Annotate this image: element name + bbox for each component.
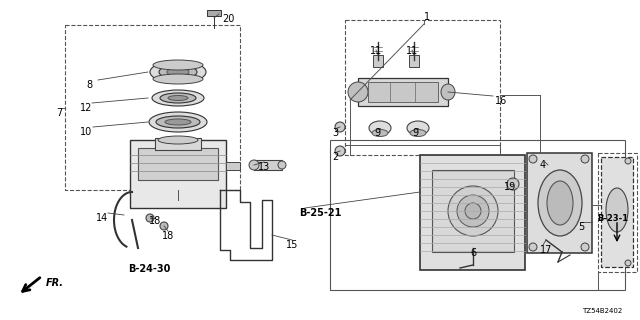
Text: 12: 12 (80, 103, 92, 113)
Ellipse shape (348, 82, 368, 102)
Text: B-23-1: B-23-1 (597, 214, 628, 223)
Text: B-25-21: B-25-21 (299, 208, 341, 218)
Text: 6: 6 (470, 248, 476, 258)
Bar (207, 10, 221, 16)
Text: 7: 7 (56, 108, 62, 118)
Ellipse shape (441, 84, 455, 100)
Bar (330, 140, 625, 290)
Text: B-24-30: B-24-30 (128, 264, 170, 274)
Circle shape (625, 260, 631, 266)
Ellipse shape (167, 68, 189, 76)
Circle shape (581, 155, 589, 163)
Text: 15: 15 (286, 240, 298, 250)
Text: 18: 18 (162, 231, 174, 241)
Ellipse shape (160, 93, 196, 103)
Ellipse shape (152, 90, 204, 106)
Circle shape (335, 122, 345, 132)
Text: 2: 2 (332, 152, 339, 162)
Ellipse shape (407, 121, 429, 135)
Text: 16: 16 (495, 96, 508, 106)
Ellipse shape (547, 181, 573, 225)
Circle shape (335, 146, 345, 156)
Bar (527, 153, 592, 253)
Ellipse shape (165, 119, 191, 125)
Circle shape (529, 243, 537, 251)
Bar (65, 25, 240, 190)
Bar (226, 162, 240, 170)
Circle shape (529, 155, 537, 163)
Ellipse shape (153, 74, 203, 84)
Ellipse shape (249, 160, 259, 170)
Bar (368, 82, 438, 102)
Ellipse shape (278, 161, 286, 169)
Ellipse shape (457, 195, 489, 227)
Text: 4: 4 (540, 160, 546, 170)
Bar (130, 140, 226, 208)
Bar (601, 157, 633, 267)
Ellipse shape (149, 112, 207, 132)
Bar (254, 160, 282, 170)
Bar (432, 170, 514, 252)
Bar (138, 148, 218, 180)
Text: 13: 13 (258, 162, 270, 172)
Bar (409, 55, 419, 67)
Circle shape (581, 243, 589, 251)
Ellipse shape (410, 130, 426, 137)
Circle shape (160, 222, 168, 230)
Ellipse shape (168, 95, 188, 100)
Ellipse shape (538, 170, 582, 236)
Text: 20: 20 (222, 14, 234, 24)
Bar (373, 55, 383, 67)
Text: 5: 5 (578, 222, 584, 232)
Ellipse shape (150, 61, 206, 83)
Ellipse shape (465, 203, 481, 219)
Ellipse shape (158, 136, 198, 144)
Text: 10: 10 (80, 127, 92, 137)
Circle shape (507, 178, 519, 190)
Text: 11: 11 (406, 46, 419, 56)
Bar (155, 138, 201, 150)
Text: 1: 1 (424, 12, 430, 22)
Circle shape (543, 160, 553, 170)
Text: 18: 18 (149, 216, 161, 226)
Text: 9: 9 (412, 128, 418, 138)
Text: FR.: FR. (46, 278, 64, 288)
Text: 11: 11 (370, 46, 382, 56)
Bar (358, 78, 448, 106)
Text: 9: 9 (374, 128, 380, 138)
Ellipse shape (448, 186, 498, 236)
Ellipse shape (369, 121, 391, 135)
Circle shape (146, 214, 154, 222)
Bar (598, 153, 637, 272)
Text: 3: 3 (332, 128, 338, 138)
Text: 19: 19 (504, 182, 516, 192)
Ellipse shape (156, 116, 200, 128)
Text: 8: 8 (86, 80, 92, 90)
Ellipse shape (153, 60, 203, 70)
Ellipse shape (159, 65, 197, 79)
Circle shape (625, 158, 631, 164)
Text: TZ54B2402: TZ54B2402 (582, 308, 622, 314)
Ellipse shape (606, 188, 628, 232)
Text: 14: 14 (96, 213, 108, 223)
Bar (420, 155, 525, 270)
Ellipse shape (372, 130, 388, 137)
Bar (345, 20, 500, 155)
Text: 17: 17 (540, 245, 552, 255)
